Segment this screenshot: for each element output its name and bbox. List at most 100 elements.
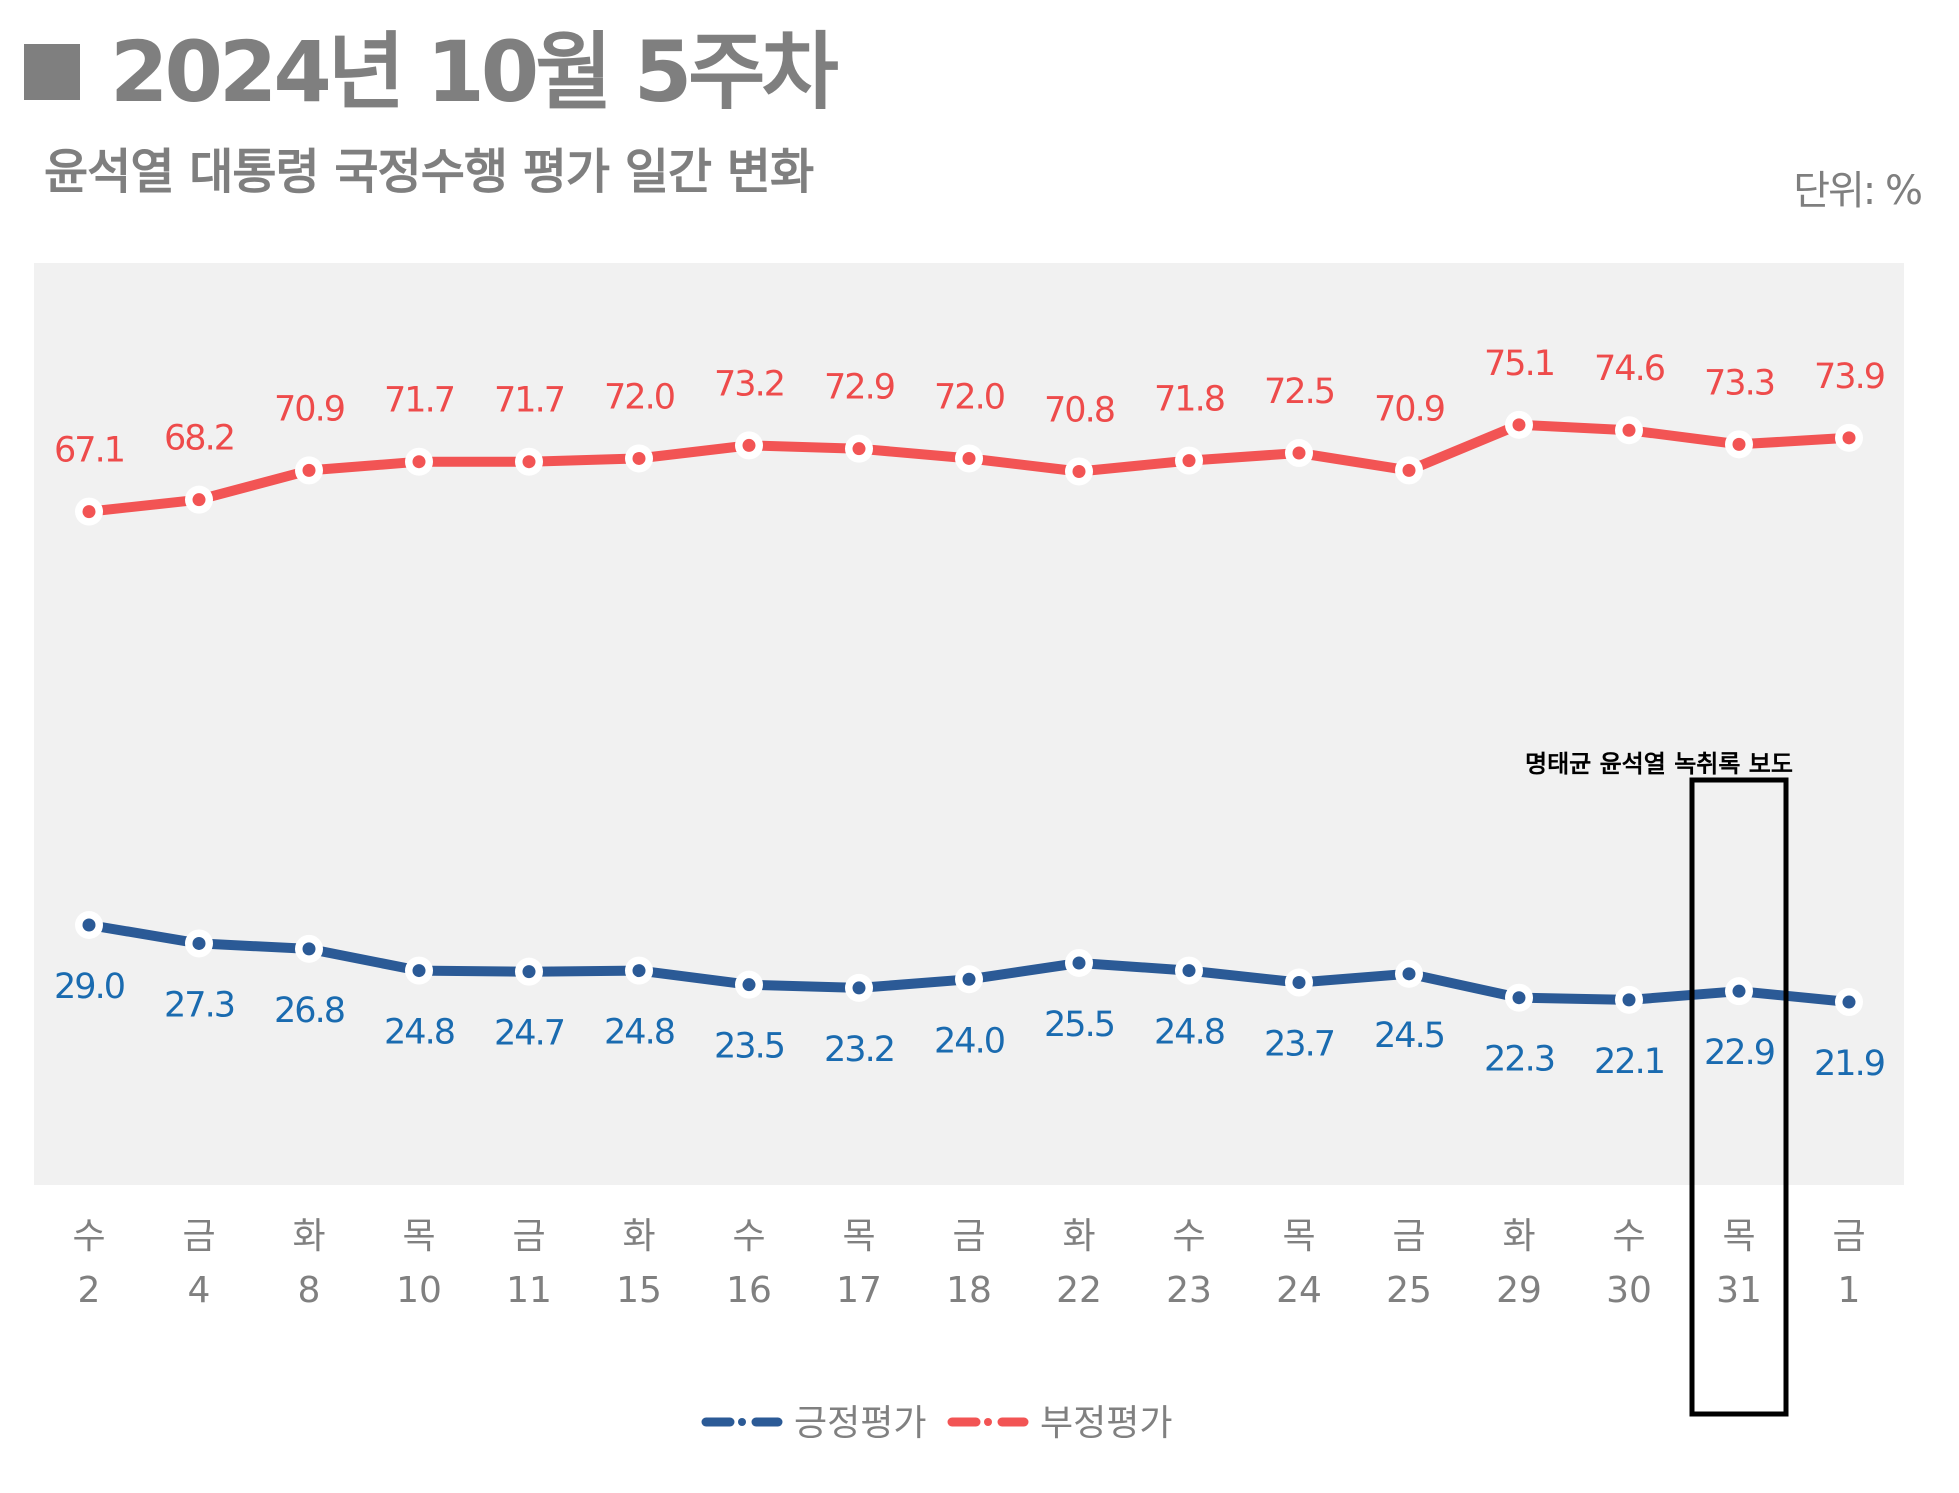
data-label-negative: 67.1 [54, 431, 124, 471]
x-tick-day: 10 [396, 1270, 442, 1311]
data-point-positive [1182, 964, 1196, 978]
data-label-negative: 72.0 [934, 377, 1004, 417]
x-tick-weekday: 수 [72, 1216, 105, 1257]
data-point-negative [852, 442, 866, 456]
data-point-negative [1182, 454, 1196, 468]
data-point-negative [302, 463, 316, 477]
legend-item-negative: 부정평가 [947, 1403, 1172, 1444]
legend-swatch-positive-dot [738, 1418, 746, 1426]
annotation-highlight-box [1689, 777, 1789, 1417]
legend-label-negative: 부정평가 [1040, 1403, 1172, 1444]
x-tick-weekday: 금 [1832, 1216, 1865, 1257]
x-tick-weekday: 화 [622, 1216, 655, 1257]
x-tick-weekday: 수 [1172, 1216, 1205, 1257]
data-label-positive: 24.8 [1154, 1013, 1224, 1053]
x-tick-day: 22 [1056, 1270, 1102, 1311]
x-tick-weekday: 목 [402, 1216, 435, 1257]
data-point-positive [1622, 993, 1636, 1007]
data-point-positive [302, 942, 316, 956]
data-labels: 29.0 27.3 26.8 24.8 24.7 24.8 23.5 23.2 24.0 25.5… [54, 344, 1886, 1084]
x-tick-day: 29 [1496, 1270, 1542, 1311]
data-label-negative: 74.6 [1594, 349, 1665, 389]
x-tick-day: 18 [946, 1270, 992, 1311]
data-label-negative: 71.7 [494, 381, 564, 421]
data-point-negative [1292, 446, 1306, 460]
x-tick-weekday: 수 [1612, 1216, 1645, 1257]
data-point-negative [1622, 423, 1636, 437]
data-label-positive: 24.7 [494, 1014, 564, 1054]
x-tick-day: 30 [1606, 1270, 1652, 1311]
x-tick-weekday: 수 [732, 1216, 765, 1257]
data-point-negative [1842, 431, 1856, 445]
data-label-negative: 72.0 [604, 377, 674, 417]
x-tick-weekday: 금 [952, 1216, 985, 1257]
data-label-negative: 73.3 [1704, 363, 1774, 403]
data-point-negative [522, 455, 536, 469]
data-label-positive: 23.7 [1264, 1025, 1334, 1065]
x-tick-day: 4 [188, 1270, 211, 1311]
data-point-negative [1402, 463, 1416, 477]
legend-label-positive: 긍정평가 [794, 1403, 926, 1444]
legend-swatch-negative-dot [984, 1418, 992, 1426]
data-point-negative [412, 455, 426, 469]
data-label-positive: 24.5 [1374, 1016, 1444, 1056]
x-tick-weekday: 목 [842, 1216, 875, 1257]
data-label-negative: 73.9 [1814, 357, 1884, 397]
data-label-negative: 72.5 [1264, 372, 1334, 412]
data-point-positive [962, 972, 976, 986]
x-tick-weekday: 금 [1392, 1216, 1425, 1257]
data-label-positive: 21.9 [1814, 1044, 1884, 1084]
data-point-negative [742, 438, 756, 452]
legend-item-positive: 긍정평가 [701, 1403, 926, 1444]
data-point-negative [1072, 464, 1086, 478]
data-point-negative [962, 451, 976, 465]
data-point-positive [1072, 956, 1086, 970]
data-point-positive [192, 936, 206, 950]
chart-subtitle: 윤석열 대통령 국정수행 평가 일간 변화 [44, 144, 814, 200]
data-point-positive [852, 981, 866, 995]
x-tick-weekday: 화 [1502, 1216, 1535, 1257]
data-label-negative: 70.8 [1044, 390, 1114, 430]
x-tick-day: 23 [1166, 1270, 1212, 1311]
data-point-positive [1842, 995, 1856, 1009]
data-label-positive: 24.8 [604, 1013, 674, 1053]
data-label-negative: 72.9 [824, 368, 894, 408]
data-point-negative [1732, 437, 1746, 451]
data-point-positive [1402, 967, 1416, 981]
data-label-positive: 22.3 [1484, 1040, 1554, 1080]
data-label-positive: 24.0 [934, 1021, 1004, 1061]
data-point-positive [1732, 984, 1746, 998]
x-tick-day: 15 [616, 1270, 662, 1311]
x-tick-day: 2 [78, 1270, 101, 1311]
data-point-positive [742, 978, 756, 992]
data-point-positive [632, 964, 646, 978]
data-point-positive [412, 964, 426, 978]
x-tick-day: 24 [1276, 1270, 1322, 1311]
data-label-positive: 23.5 [714, 1027, 784, 1067]
x-tick-day: 31 [1716, 1270, 1762, 1311]
x-tick-weekday: 목 [1722, 1216, 1755, 1257]
title-square-icon [24, 44, 80, 100]
data-label-negative: 70.9 [1374, 389, 1444, 429]
x-tick-weekday: 금 [512, 1216, 545, 1257]
data-label-positive: 25.5 [1044, 1005, 1114, 1045]
data-point-negative [192, 493, 206, 507]
data-label-positive: 29.0 [54, 967, 124, 1007]
data-point-positive [82, 918, 96, 932]
x-tick-weekday: 화 [1062, 1216, 1095, 1257]
data-label-negative: 75.1 [1484, 344, 1554, 384]
data-label-positive: 27.3 [164, 985, 234, 1025]
data-point-positive [522, 965, 536, 979]
x-tick-day: 25 [1386, 1270, 1432, 1311]
data-label-positive: 22.1 [1594, 1042, 1664, 1082]
x-tick-weekday: 금 [182, 1216, 215, 1257]
data-label-negative: 73.2 [714, 364, 784, 404]
data-label-negative: 71.8 [1154, 380, 1224, 420]
data-label-negative: 70.9 [274, 389, 344, 429]
annotation-text: 명태균 윤석열 녹취록 보도 [1525, 750, 1793, 778]
x-tick-day: 8 [298, 1270, 321, 1311]
annotation: 명태균 윤석열 녹취록 보도 [1525, 750, 1793, 1417]
data-label-positive: 26.8 [274, 991, 344, 1031]
data-label-positive: 24.8 [384, 1013, 454, 1053]
